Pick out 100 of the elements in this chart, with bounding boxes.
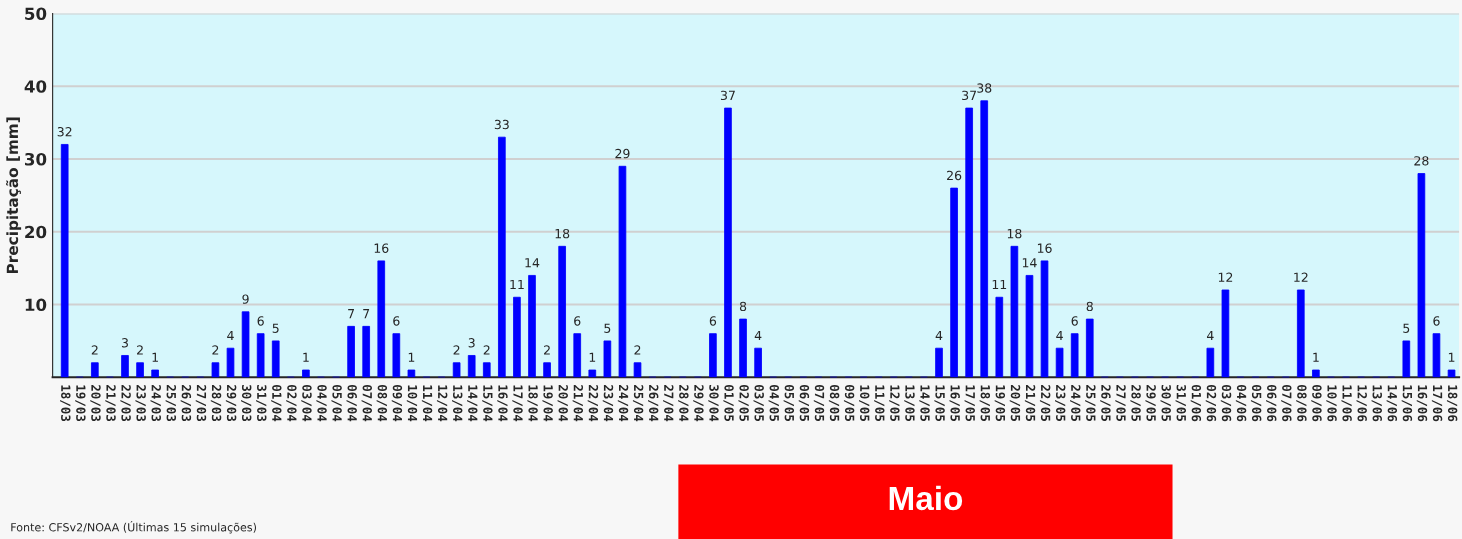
x-tick-label: 04/05 <box>768 384 780 422</box>
x-tick-label: 15/06 <box>1401 385 1413 422</box>
data-label: 5 <box>604 323 611 333</box>
data-label: 2 <box>483 345 490 355</box>
y-tick-label: 40 <box>24 80 47 93</box>
x-tick-label: 04/04 <box>316 384 327 422</box>
x-tick-label: 03/05 <box>753 384 764 422</box>
data-label: 9 <box>242 294 249 304</box>
x-tick-label: 23/04 <box>602 384 614 422</box>
x-tick-label: 18/03 <box>60 385 71 422</box>
data-label: 2 <box>544 345 550 355</box>
data-label: 4 <box>227 330 234 341</box>
source-note: Fonte: CFSv2/NOAA (Últimas 15 simulações) <box>11 521 256 534</box>
x-tick-label: 06/06 <box>1266 384 1277 422</box>
x-tick-label: 13/06 <box>1371 385 1382 422</box>
data-label: 8 <box>739 301 747 312</box>
x-tick-label: 20/04 <box>557 384 568 422</box>
data-label: 6 <box>1433 316 1440 326</box>
x-tick-label: 30/04 <box>708 385 719 422</box>
x-tick-label: 21/05 <box>1024 384 1036 422</box>
x-tick-label: 12/06 <box>1356 385 1367 422</box>
x-tick-label: 01/05 <box>723 384 734 422</box>
x-tick-label: 20/05 <box>1009 384 1021 422</box>
x-tick-label: 04/06 <box>1235 384 1247 422</box>
data-label: 2 <box>91 345 98 355</box>
x-tick-label: 10/06 <box>1326 385 1337 422</box>
x-tick-label: 14/06 <box>1386 385 1398 422</box>
x-tick-label: 17/05 <box>964 385 975 422</box>
data-label: 37 <box>962 90 977 101</box>
x-tick-label: 15/05 <box>934 385 945 422</box>
data-label: 3 <box>121 338 128 348</box>
x-tick-label: 18/06 <box>1446 385 1458 422</box>
x-tick-label: 09/04 <box>391 384 403 422</box>
x-tick-label: 27/04 <box>663 384 674 422</box>
x-tick-label: 16/06 <box>1416 385 1428 422</box>
data-label: 18 <box>1007 228 1022 239</box>
x-tick-label: 25/05 <box>1085 384 1096 422</box>
data-label: 12 <box>1294 272 1308 282</box>
y-tick-label: 20 <box>25 225 47 239</box>
data-label: 6 <box>709 316 717 326</box>
x-tick-label: 23/03 <box>135 384 146 422</box>
x-tick-label: 26/03 <box>180 384 192 422</box>
data-label: 12 <box>1218 272 1233 282</box>
data-label: 16 <box>374 243 389 253</box>
data-label: 33 <box>494 119 509 130</box>
data-label: 1 <box>1448 352 1455 362</box>
text: Maio <box>889 485 963 511</box>
x-tick-label: 17/06 <box>1431 385 1443 422</box>
x-tick-label: 13/04 <box>452 385 463 422</box>
x-tick-label: 01/06 <box>1190 384 1202 422</box>
data-label: 11 <box>992 279 1007 290</box>
x-tick-label: 26/04 <box>647 384 659 422</box>
data-label: 6 <box>257 316 264 326</box>
x-tick-label: 12/04 <box>436 385 448 422</box>
x-tick-label: 06/04 <box>346 384 357 422</box>
data-label: 18 <box>555 228 570 239</box>
x-tick-label: 30/03 <box>240 385 252 422</box>
data-label: 4 <box>1056 330 1063 341</box>
data-label: 5 <box>272 323 279 333</box>
x-tick-label: 09/06 <box>1311 384 1322 422</box>
data-label: 8 <box>1086 301 1093 312</box>
x-tick-label: 21/03 <box>105 384 116 422</box>
x-tick-label: 28/03 <box>210 384 222 422</box>
x-tick-label: 03/06 <box>1220 384 1232 422</box>
data-label: 2 <box>634 345 641 355</box>
data-label: 32 <box>57 127 72 137</box>
x-tick-label: 08/05 <box>828 384 840 422</box>
data-label: 4 <box>754 330 762 341</box>
x-tick-label: 05/06 <box>1250 384 1262 422</box>
data-label: 29 <box>615 148 630 159</box>
x-tick-label: 18/05 <box>979 385 991 422</box>
x-tick-label: 03/04 <box>301 384 312 422</box>
data-label: 6 <box>393 316 400 326</box>
data-label: 4 <box>935 330 943 341</box>
x-tick-label: 11/06 <box>1341 385 1352 422</box>
x-tick-label: 31/03 <box>256 385 267 422</box>
y-tick-label: 30 <box>25 152 47 166</box>
x-tick-label: 19/04 <box>542 385 553 422</box>
x-tick-label: 10/05 <box>859 385 870 422</box>
data-label: 1 <box>303 352 309 362</box>
data-label: 14 <box>1022 258 1037 268</box>
data-label: 1 <box>589 352 596 362</box>
x-tick-label: 16/05 <box>949 385 960 422</box>
data-label: 1 <box>408 352 415 362</box>
x-tick-label: 09/05 <box>843 384 855 422</box>
x-tick-label: 13/05 <box>904 385 915 422</box>
data-label: 16 <box>1037 243 1052 253</box>
x-tick-label: 20/03 <box>90 384 101 422</box>
x-tick-label: 07/06 <box>1281 384 1292 422</box>
data-label: 26 <box>947 170 962 181</box>
data-label: 11 <box>510 279 524 290</box>
x-tick-label: 21/04 <box>572 384 584 422</box>
x-tick-label: 05/04 <box>331 384 342 422</box>
x-tick-label: 14/04 <box>467 385 478 422</box>
x-tick-label: 05/05 <box>783 384 795 422</box>
x-tick-label: 27/05 <box>1115 384 1126 422</box>
y-axis-title: Precipitação [mm] <box>6 117 22 274</box>
x-tick-label: 16/04 <box>497 385 508 422</box>
x-tick-label: 29/05 <box>1145 384 1156 422</box>
x-tick-label: 02/06 <box>1205 384 1217 422</box>
